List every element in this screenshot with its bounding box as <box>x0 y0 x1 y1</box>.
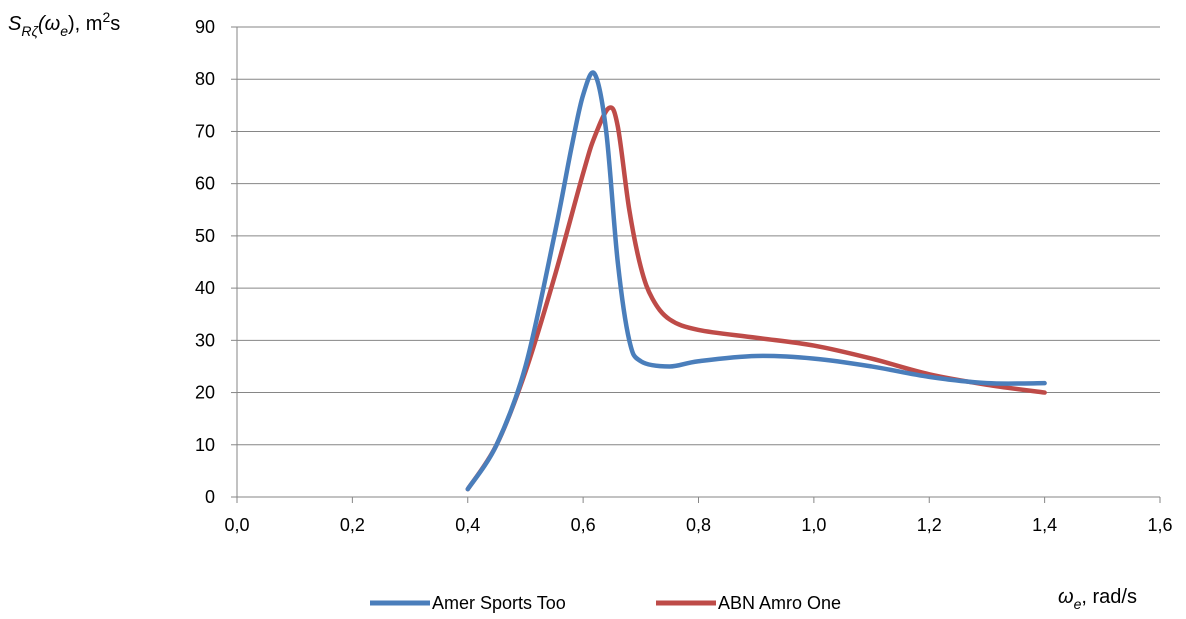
legend-label-amer-sports-too: Amer Sports Too <box>432 593 566 613</box>
y-tick-label: 90 <box>195 17 215 37</box>
y-tick-labels: 0 10 20 30 40 50 60 70 80 90 <box>195 17 215 507</box>
x-tick-label: 0,0 <box>224 515 249 535</box>
series-lines <box>465 70 1047 492</box>
x-tick-label: 1,2 <box>917 515 942 535</box>
axes <box>231 26 1161 503</box>
x-tick-label: 1,0 <box>801 515 826 535</box>
x-tick-label: 0,6 <box>571 515 596 535</box>
y-tick-label: 40 <box>195 278 215 298</box>
y-tick-label: 50 <box>195 226 215 246</box>
x-tick-label: 0,8 <box>686 515 711 535</box>
y-tick-label: 70 <box>195 121 215 141</box>
y-tick-label: 0 <box>205 487 215 507</box>
x-tick-label: 1,6 <box>1147 515 1172 535</box>
x-tick-label: 0,4 <box>455 515 480 535</box>
y-tick-label: 20 <box>195 383 215 403</box>
y-tick-label: 60 <box>195 174 215 194</box>
series-line-abn-amro-one <box>465 105 1047 492</box>
y-axis-title: SRζ(ωe), m2s <box>8 9 120 39</box>
series-line-amer-sports-too <box>465 70 1047 492</box>
x-tick-label: 1,4 <box>1032 515 1057 535</box>
x-tick-label: 0,2 <box>340 515 365 535</box>
legend: Amer Sports Too ABN Amro One <box>370 593 841 613</box>
grid-lines <box>237 26 1160 446</box>
legend-label-abn-amro-one: ABN Amro One <box>718 593 841 613</box>
x-tick-labels: 0,0 0,2 0,4 0,6 0,8 1,0 1,2 1,4 1,6 <box>224 515 1172 535</box>
y-tick-label: 30 <box>195 330 215 350</box>
x-axis-title: ωe, rad/s <box>1058 586 1137 612</box>
y-tick-label: 10 <box>195 435 215 455</box>
y-tick-label: 80 <box>195 69 215 89</box>
